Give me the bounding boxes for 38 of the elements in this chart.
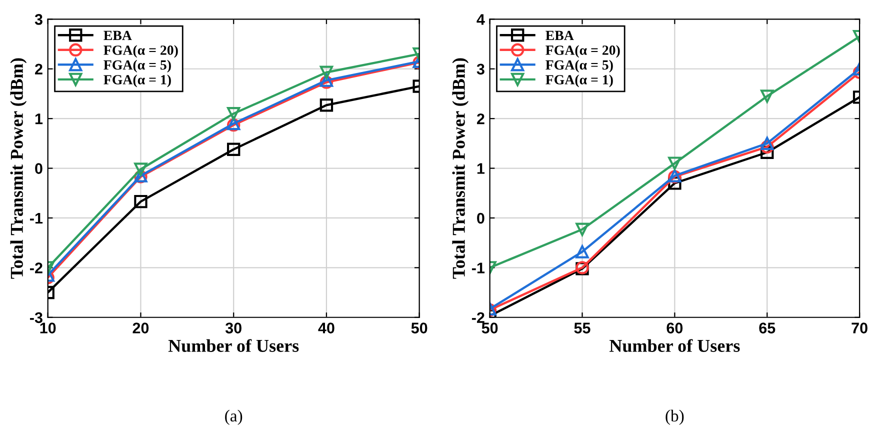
legend-label: FGA(α = 1) xyxy=(546,74,613,88)
x-tick-label: 65 xyxy=(759,322,776,334)
y-tick-label: 2 xyxy=(476,113,484,124)
y-tick-label: 4 xyxy=(476,14,485,25)
y-tick-label: -2 xyxy=(472,312,484,323)
y-tick-label: 3 xyxy=(34,14,42,25)
x-tick-label: 70 xyxy=(852,322,868,334)
y-tick-label: 0 xyxy=(35,163,42,174)
x-tick-label: 60 xyxy=(666,322,683,334)
y-tick-label: 3 xyxy=(476,64,484,75)
y-tick-label: -1 xyxy=(30,212,43,224)
x-axis-title: Number of Users xyxy=(609,339,740,352)
legend-label: EBA xyxy=(104,30,132,40)
x-tick-label: 20 xyxy=(132,322,149,334)
x-tick-label: 10 xyxy=(40,322,56,334)
text: (a) xyxy=(225,410,242,425)
legend-label: FGA(α = 5) xyxy=(104,60,171,72)
y-tick-label: 0 xyxy=(477,212,484,224)
legend-label: FGA(α = 5) xyxy=(546,60,613,72)
y-tick-label: 2 xyxy=(35,64,42,74)
legend-label: FGA(α = 20) xyxy=(104,45,178,58)
legend-label: FGA(α = 20) xyxy=(546,45,620,58)
legend-label: EBA xyxy=(546,30,574,40)
text: (b) xyxy=(666,410,684,425)
y-axis-title: Total Transmit Power (dBm) xyxy=(452,58,469,279)
y-axis-title: Total Transmit Power (dBm) xyxy=(10,58,27,279)
x-tick-label: 40 xyxy=(318,322,334,334)
y-tick-label: 1 xyxy=(35,114,43,124)
x-tick-label: 55 xyxy=(574,322,590,334)
x-tick-label: 50 xyxy=(482,322,498,334)
x-tick-label: 50 xyxy=(411,322,428,334)
x-tick-label: 30 xyxy=(225,322,242,334)
y-tick-label: 1 xyxy=(477,163,485,174)
legend-label: FGA(α = 1) xyxy=(104,74,171,88)
y-tick-label: -3 xyxy=(30,312,42,324)
y-tick-label: -2 xyxy=(30,262,42,274)
y-tick-label: -1 xyxy=(472,262,485,274)
x-axis-title: Number of Users xyxy=(168,339,299,352)
